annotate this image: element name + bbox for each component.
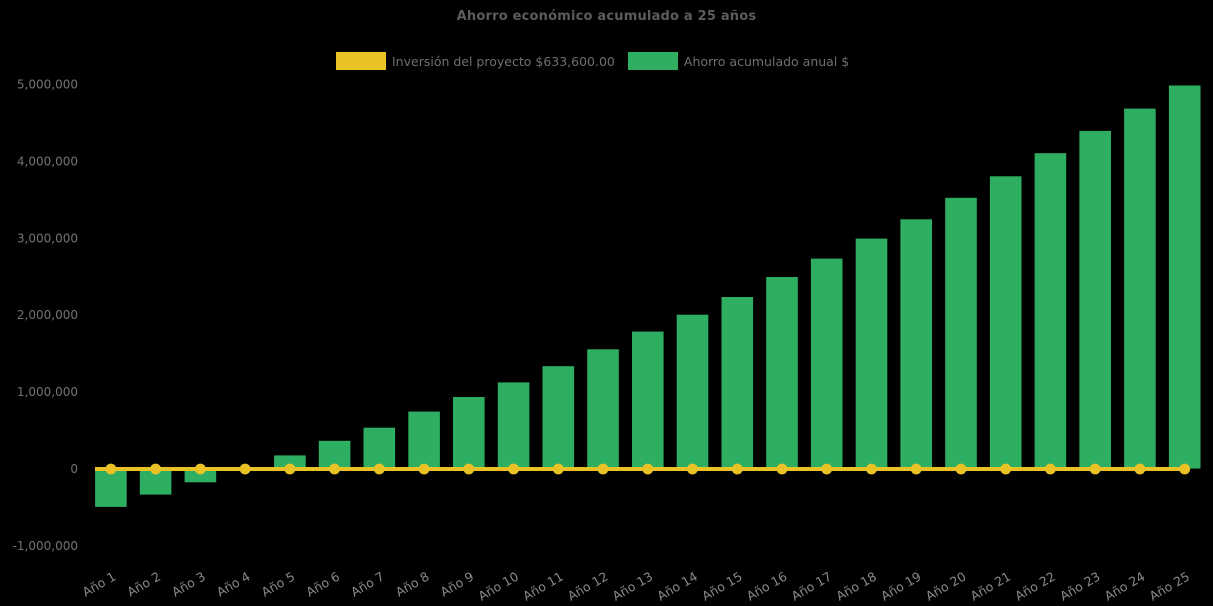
inversion-line-marker — [1089, 463, 1101, 475]
x-tick-label: Año 6 — [303, 569, 342, 600]
inversion-line-marker — [508, 463, 519, 475]
x-tick-label: Año 1 — [80, 569, 119, 600]
inversion-line-marker — [1134, 463, 1146, 475]
x-tick-label: Año 23 — [1057, 569, 1103, 604]
x-tick-label: Año 16 — [744, 569, 790, 604]
bar-ahorro-acumulado — [95, 468, 127, 507]
inversion-line-marker — [597, 463, 609, 475]
legend-label: Inversión del proyecto $633,600.00 — [392, 53, 615, 69]
x-tick-label: Año 25 — [1147, 569, 1193, 604]
inversion-line-marker — [910, 463, 922, 475]
bar-ahorro-acumulado — [676, 314, 709, 469]
bar-ahorro-acumulado — [1124, 108, 1156, 469]
inversion-line-marker — [642, 463, 654, 475]
inversion-line-marker — [150, 463, 162, 475]
inversion-line-marker — [955, 463, 967, 475]
bar-ahorro-acumulado — [1079, 130, 1111, 469]
legend-label: Ahorro acumulado anual $ — [683, 53, 850, 69]
x-tick-label: Año 18 — [833, 569, 879, 604]
x-tick-label: Año 8 — [393, 569, 432, 600]
legend-swatch-inversion — [336, 52, 386, 70]
bar-ahorro-acumulado — [989, 176, 1022, 469]
bar-ahorro-acumulado — [900, 219, 932, 469]
bar-ahorro-acumulado — [497, 382, 530, 469]
x-tick-label: Año 3 — [169, 569, 208, 600]
inversion-line-marker — [463, 463, 475, 475]
inversion-line-marker — [552, 463, 564, 475]
chart-title: Ahorro económico acumulado a 25 años — [456, 9, 757, 24]
bar-ahorro-acumulado — [542, 366, 575, 469]
bar-ahorro-acumulado — [274, 455, 306, 469]
inversion-line-marker — [731, 463, 743, 475]
bar-ahorro-acumulado — [855, 238, 888, 469]
legend-swatch-ahorro — [627, 52, 678, 70]
x-tick-label: Año 14 — [654, 569, 700, 604]
bar-ahorro-acumulado — [945, 197, 977, 469]
inversion-line-marker — [284, 463, 296, 475]
inversion-line-marker — [821, 463, 833, 475]
bar-ahorro-acumulado — [1034, 153, 1067, 469]
bar-ahorro-acumulado — [184, 468, 217, 483]
inversion-line-marker — [239, 463, 251, 475]
y-tick-label: 4,000,000 — [17, 154, 78, 168]
x-tick-label: Año 12 — [565, 569, 611, 604]
bar-ahorro-acumulado — [587, 349, 619, 469]
y-tick-label: 2,000,000 — [17, 308, 78, 322]
x-tick-label: Año 5 — [259, 569, 298, 600]
x-tick-label: Año 24 — [1102, 569, 1148, 604]
legend: Inversión del proyecto $633,600.00 Ahorro… — [336, 52, 849, 70]
y-tick-label: 5,000,000 — [17, 78, 78, 92]
legend-item-inversion: Inversión del proyecto $633,600.00 — [336, 52, 615, 70]
inversion-line-marker — [329, 463, 340, 475]
x-tick-label: Año 9 — [438, 569, 477, 600]
inversion-line-marker — [105, 463, 117, 475]
x-tick-label: Año 2 — [124, 569, 163, 600]
inversion-line-marker — [866, 463, 877, 475]
inversion-line-marker — [1179, 463, 1191, 475]
inversion-line-marker — [373, 463, 385, 475]
inversion-line-marker — [1000, 463, 1012, 475]
y-tick-label: 0 — [70, 462, 78, 476]
x-tick-label: Año 15 — [699, 569, 745, 604]
y-tick-label: 3,000,000 — [17, 231, 78, 245]
inversion-line-marker — [418, 463, 430, 475]
x-tick-label: Año 11 — [520, 569, 566, 604]
x-tick-label: Año 21 — [968, 569, 1014, 604]
x-tick-label: Año 10 — [475, 569, 521, 604]
bar-ahorro-acumulado — [632, 331, 664, 469]
inversion-line-marker — [195, 463, 206, 475]
inversion-line-marker — [1045, 463, 1056, 475]
inversion-line-marker — [687, 463, 698, 475]
bar-ahorro-acumulado — [721, 297, 754, 469]
x-tick-label: Año 4 — [214, 569, 253, 600]
x-tick-label: Año 17 — [789, 569, 835, 604]
inversion-line-marker — [776, 463, 788, 475]
x-tick-label: Año 20 — [923, 569, 969, 604]
x-tick-label: Año 13 — [610, 569, 656, 604]
x-tick-label: Año 19 — [878, 569, 924, 604]
bar-ahorro-acumulado — [453, 397, 485, 469]
legend-item-ahorro: Ahorro acumulado anual $ — [627, 52, 850, 70]
bar-ahorro-acumulado — [363, 427, 396, 469]
bar-ahorro-acumulado — [1168, 85, 1201, 469]
x-tick-label: Año 7 — [348, 569, 387, 600]
bar-ahorro-acumulado — [766, 277, 798, 469]
x-tick-label: Año 22 — [1012, 569, 1058, 604]
bar-ahorro-acumulado — [408, 411, 440, 469]
y-tick-label: 1,000,000 — [17, 385, 78, 399]
bar-ahorro-acumulado — [810, 258, 843, 469]
y-tick-label: -1,000,000 — [13, 539, 78, 553]
